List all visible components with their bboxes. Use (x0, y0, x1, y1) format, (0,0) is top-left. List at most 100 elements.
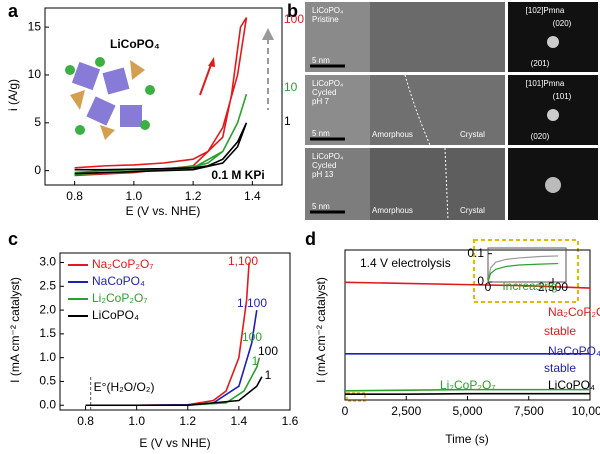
x-tick-label: 0.8 (66, 189, 83, 203)
x-tick-label: 1.0 (126, 189, 143, 203)
tem-image (305, 148, 370, 220)
y-axis-label: I (mA cm⁻² catalyst) (314, 277, 328, 383)
series-label: LiCoPO₄ (548, 378, 595, 392)
fft-label: (101) (553, 92, 572, 101)
annotation: stable (544, 324, 576, 338)
annotation: 1 (252, 354, 259, 368)
x-tick-label: 1.2 (185, 189, 202, 203)
annotation: 0.1 M KPi (211, 168, 264, 182)
y-axis-label: i (A/g) (6, 79, 20, 111)
series-line (345, 392, 590, 396)
series-line (74, 17, 248, 177)
y-tick-label: 1.5 (39, 326, 56, 340)
x-tick-label: 1.0 (128, 414, 145, 428)
x-tick-label: 2,500 (538, 280, 568, 294)
y-tick-label: 0 (34, 163, 41, 177)
arrow (199, 61, 213, 96)
fft-spot (547, 36, 559, 48)
series-label: NaCoPO₄ (548, 344, 600, 358)
annotation: LiCoPO₄ (110, 37, 160, 51)
tem-image (305, 75, 370, 145)
y-tick-label: 1.0 (39, 350, 56, 364)
y-tick-label: 5 (34, 115, 41, 129)
annotation: 100 (258, 344, 278, 358)
region-label: Amorphous (372, 130, 413, 139)
x-tick-label: 0 (485, 280, 492, 294)
y-tick-label: 0.0 (39, 397, 56, 411)
plot-frame (44, 7, 283, 186)
series-label: 100 (284, 12, 304, 26)
fft-label: [102]Pmna (526, 6, 565, 15)
annotation: 100 (242, 330, 262, 344)
y-tick-label: 15 (28, 19, 42, 33)
image-label: Cycled (312, 88, 336, 97)
scale-label: 5 nm (312, 56, 330, 65)
annotation: 1.4 V electrolysis (360, 256, 451, 270)
series-label: 1 (284, 114, 291, 128)
annotation: 1,100 (237, 296, 267, 310)
image-label: Cycled (312, 161, 336, 170)
series-line (487, 255, 559, 283)
y-axis-label: I (mA cm⁻² catalyst) (8, 277, 22, 383)
boundary (404, 74, 431, 146)
scale-label: 5 nm (312, 202, 330, 211)
x-tick-label: 2,500 (391, 404, 421, 418)
series-line (85, 376, 263, 407)
x-axis-label: E (V vs. NHE) (126, 204, 201, 218)
panel-label: b (287, 1, 298, 21)
legend-label: Na₂CoP₂O₇ (92, 257, 153, 271)
x-tick-label: 0.8 (77, 414, 94, 428)
legend-label: Li₂CoP₂O₇ (92, 291, 147, 305)
legend-label: NaCoPO₄ (92, 274, 145, 288)
plot-frame (59, 252, 291, 411)
region-label: Amorphous (372, 206, 413, 215)
y-tick-label: 10 (28, 67, 42, 81)
fft-label: (020) (553, 19, 572, 28)
y-tick-label: 0.1 (467, 246, 484, 260)
panel-label: c (8, 229, 18, 249)
series-label: Li₂CoP₂O₇ (440, 378, 495, 392)
fft-spot (547, 109, 559, 121)
x-axis-label: E (V vs NHE) (139, 436, 210, 450)
reference-label: E°(H₂O/O₂) (94, 380, 155, 394)
y-tick-label: 3.0 (39, 255, 56, 269)
x-tick-label: 0 (342, 404, 349, 418)
fft-spot (545, 177, 561, 193)
annotation: Increasing (502, 279, 557, 293)
x-tick-label: 1.2 (179, 414, 196, 428)
annotation: 1,100 (228, 254, 258, 268)
legend-label: LiCoPO₄ (92, 308, 139, 322)
series-label: Na₂CoP₂O₇ (548, 305, 600, 319)
annotation: stable (544, 361, 576, 375)
series-line (344, 281, 591, 289)
panel-label: d (305, 229, 316, 249)
series-line (487, 262, 559, 283)
series-label: 10 (284, 80, 298, 94)
arrow-head (208, 57, 215, 67)
y-tick-label: 2.0 (39, 302, 56, 316)
x-tick-label: 7,500 (514, 404, 544, 418)
image-label: Pristine (312, 15, 339, 24)
y-tick-label: 0.5 (39, 374, 56, 388)
annotation: 1 (265, 368, 272, 382)
image-label: LiCoPO₄ (312, 152, 343, 161)
fft-label: [101]Pmna (526, 79, 565, 88)
image-label: LiCoPO₄ (312, 79, 343, 88)
region-label: Crystal (460, 206, 485, 215)
crystal-structure (65, 57, 155, 140)
series-line (74, 122, 248, 175)
fft-label: (201) (531, 59, 550, 68)
x-tick-label: 1.4 (231, 414, 248, 428)
boundary (444, 147, 449, 221)
x-tick-label: 10,000 (572, 404, 600, 418)
fft-label: (020) (531, 132, 550, 141)
image-label: LiCoPO₄ (312, 6, 343, 15)
plot-frame (487, 247, 567, 283)
tem-panel (305, 2, 598, 221)
panel-label: a (8, 1, 19, 21)
x-tick-label: 5,000 (452, 404, 482, 418)
tem-image (305, 2, 370, 72)
scale-label: 5 nm (312, 129, 330, 138)
region-label: Crystal (460, 130, 485, 139)
